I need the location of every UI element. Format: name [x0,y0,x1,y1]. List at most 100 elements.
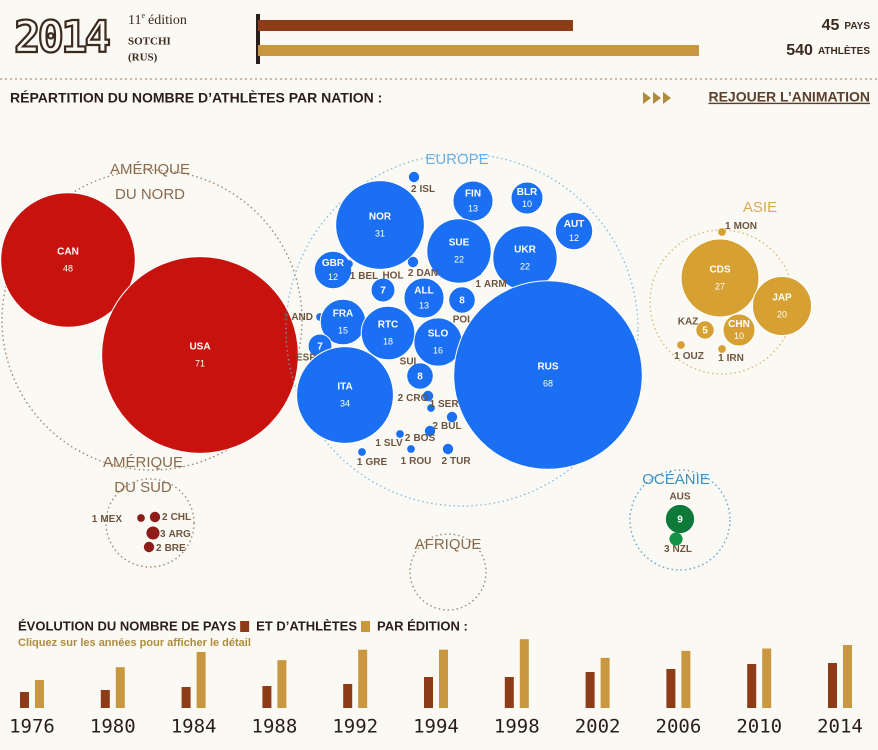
year-label[interactable]: 1984 [171,716,217,738]
total: 540 ATHLÈTES [786,42,870,59]
bar [20,692,29,708]
year-label[interactable]: 1976 [9,716,55,738]
nation-code: AND [291,312,313,323]
nation-label: 3 NZL [664,544,692,555]
region-label: DU NORD [115,186,185,203]
bar-chart-title: PAR ÉDITION : [377,618,468,633]
nation-bubble [370,277,396,303]
bar [747,664,757,708]
nation-label: 1 MEX [92,514,123,525]
nation-bubble [448,286,476,314]
nation-code: FRA [333,309,354,320]
nation-bubble [296,346,394,444]
nation-value: 2 [162,512,168,523]
nation-code: AUT [564,219,585,230]
nation-bubble [149,511,161,523]
region-outline [1,169,303,471]
year-label[interactable]: 1992 [332,716,378,738]
nation-label: 2 TUR [441,456,471,467]
nation-value: 1 [92,514,98,525]
year-label[interactable]: 2006 [656,716,702,738]
nation-value: 22 [454,254,464,264]
nation-label: 2 CRO [398,393,429,404]
nation-bubble [664,503,696,535]
nation-bubble [358,448,366,456]
bar [504,677,514,708]
nation-value: 1 [401,456,407,467]
total-value: 45 [822,17,840,34]
year-label[interactable]: 1980 [90,716,136,738]
nation-code: GRE [365,457,387,468]
year-label[interactable]: 1998 [494,716,540,738]
nation-label: 3 ARG [160,529,191,540]
nation-code: NOR [369,212,392,223]
nation-bubble [143,541,155,553]
nation-value: 48 [63,263,73,273]
nation-value: 2 [432,421,438,432]
nation-value: 2 [441,456,447,467]
nation-bubble [407,445,415,453]
bar [181,687,191,708]
nation-bubble [146,526,160,540]
nation-code: RTC [378,320,399,331]
year-label[interactable]: 1988 [252,716,298,738]
region-outline [105,478,195,568]
nation-bubble [403,277,445,319]
total: 45 PAYS [822,17,871,34]
year-label[interactable]: 2014 [817,716,863,738]
nation-label: 1 ROU [401,456,432,467]
nation-code: IRN [727,353,744,364]
nation-code: HOL [382,271,403,282]
nation-bubble [442,443,454,455]
nation-bubble [474,268,482,276]
nation-value: 1 [725,221,731,232]
nation-value: 71 [195,358,205,368]
total-label: PAYS [844,21,870,32]
nation-value: 10 [734,331,744,341]
replay-button[interactable]: REJOUER L’ANIMATION [643,89,870,105]
legend-swatch [240,621,250,632]
nation-code: BRE [165,543,186,554]
nation-bubble [453,280,643,470]
nation-bubble [407,256,419,268]
region-label: AMÉRIQUE [103,454,183,471]
nation-bubble [677,341,685,349]
nation-value: 1 [350,271,356,282]
region-outline [285,153,639,507]
bar [358,649,368,708]
nation-code: ISL [420,184,436,195]
nation-bubble [313,250,353,290]
nation-bubble [446,411,458,423]
year-label[interactable]: 2010 [736,716,782,738]
nation-bubble [137,514,145,522]
bar [100,690,110,708]
nation-value: 1 [357,457,363,468]
nation-code: OUZ [683,351,704,362]
nation-code: CRO [406,393,428,404]
bar [343,684,353,708]
nation-value: 5 [702,326,708,337]
nation-bubble [718,228,726,236]
nation-bubble [396,430,404,438]
nation-value: 1 [375,438,381,449]
nation-code: SER [438,399,459,410]
nation-value: 12 [569,233,579,243]
nation-code: USA [189,342,210,353]
nation-code: BEL [358,271,378,282]
bar [519,639,529,708]
year-label[interactable]: 2002 [575,716,621,738]
bar [843,645,852,708]
nation-code: MEX [100,514,122,525]
city: SOTCHI [128,36,171,48]
nation-bubble [408,171,420,183]
nation-value: 2 [411,184,417,195]
header-year: 2014 [14,12,109,63]
replay-label[interactable]: REJOUER L’ANIMATION [708,89,870,105]
region-label: EUROPE [425,151,488,168]
nation-value: 2 [408,268,414,279]
nation-label: 2 BRE [156,543,186,554]
year-label[interactable]: 1994 [413,716,459,738]
nation-bubble [427,404,435,412]
nation-value: 3 [664,544,670,555]
